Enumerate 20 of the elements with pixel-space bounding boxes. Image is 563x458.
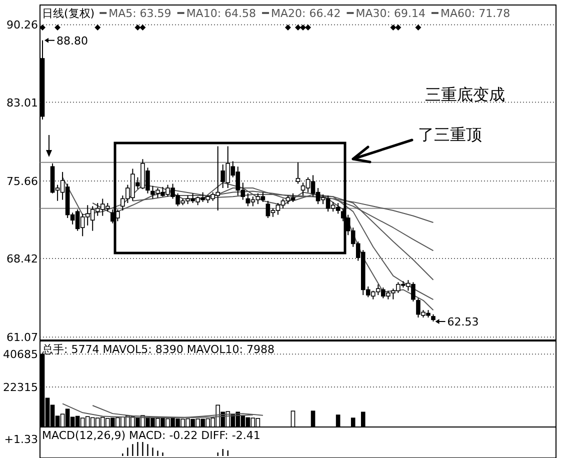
legend-label: MA30: 69.14 bbox=[356, 7, 426, 20]
chart-title: 日线(复权) bbox=[42, 7, 95, 20]
legend-label: MA10: 64.58 bbox=[186, 7, 256, 20]
chart-title: MACD(12,26,9) MACD: -0.22 DIFF: -2.41 bbox=[42, 429, 260, 442]
chart-title: 总手: 5774 MAVOL5: 8390 MAVOL10: 7988 bbox=[41, 343, 274, 356]
y-tick-label: 83.01 bbox=[6, 96, 38, 110]
legend-label: MA20: 66.42 bbox=[271, 7, 341, 20]
annotation: 了三重顶 bbox=[418, 125, 482, 144]
y-tick-label: 22315 bbox=[3, 381, 38, 394]
y-tick-label: 61.07 bbox=[6, 331, 38, 344]
y-tick-label: 75.66 bbox=[6, 174, 38, 188]
legend-label: MA5: 63.59 bbox=[108, 7, 172, 20]
legend-label: MA60: 71.78 bbox=[440, 7, 510, 20]
annotation: 三重底变成 bbox=[425, 85, 505, 104]
annotation: 88.80 bbox=[56, 34, 88, 48]
y-tick-label: 68.42 bbox=[6, 252, 38, 266]
text: +1.33 bbox=[4, 433, 38, 446]
y-tick-label: 90.26 bbox=[6, 18, 38, 32]
y-tick-label: 40685 bbox=[3, 348, 38, 362]
annotation: 62.53 bbox=[447, 315, 479, 328]
